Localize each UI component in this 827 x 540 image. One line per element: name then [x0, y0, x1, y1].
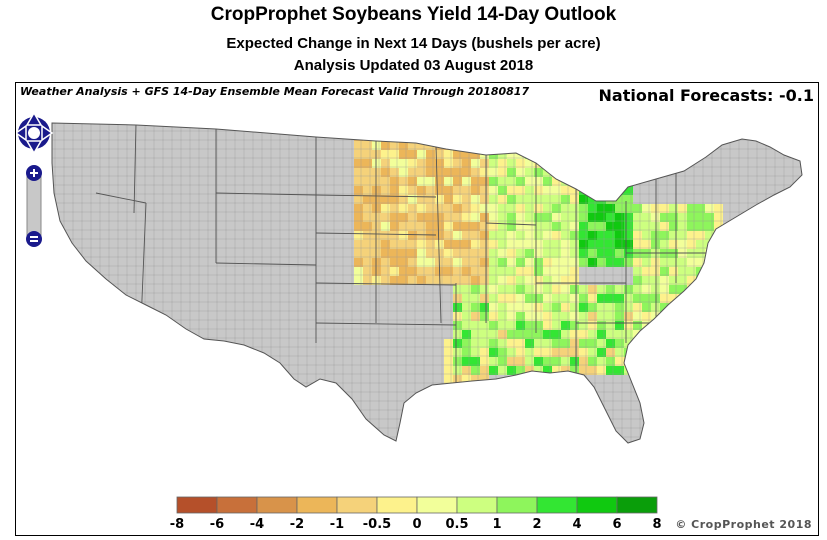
pan-up-icon[interactable] [25, 111, 43, 126]
state-boundaries [95, 123, 716, 383]
analysis-date: Analysis Updated 03 August 2018 [293, 57, 534, 74]
legend-swatch [536, 496, 578, 514]
national-forecast: National Forecasts: -0.1 [598, 86, 815, 105]
legend-swatch [496, 496, 538, 514]
legend-tick-label: -1 [330, 517, 344, 532]
legend-tick-label: 2 [532, 517, 541, 532]
pan-control [16, 111, 54, 155]
legend-tick-label: 0.5 [445, 517, 468, 532]
legend-swatch [296, 496, 338, 514]
legend-swatch [416, 496, 458, 514]
legend-tick-label: -2 [290, 517, 304, 532]
legend-swatch [216, 496, 258, 514]
legend-swatch [376, 496, 418, 514]
forecast-caption: Weather Analysis + GFS 14-Day Ensemble M… [20, 85, 530, 98]
legend-swatch [176, 496, 218, 514]
map-navigation [16, 111, 54, 247]
map-frame: Weather Analysis + GFS 14-Day Ensemble M… [15, 82, 819, 536]
copyright: © CropProphet 2018 [675, 518, 812, 531]
zoom-in-icon[interactable] [26, 165, 42, 181]
legend-tick-label: -8 [170, 517, 184, 532]
legend-swatch [256, 496, 298, 514]
legend-swatch [576, 496, 618, 514]
us-county-map[interactable] [16, 83, 818, 535]
legend-tick-label: -4 [250, 517, 264, 532]
pan-down-icon[interactable] [25, 140, 43, 155]
legend-tick-label: -0.5 [363, 517, 391, 532]
zoom-out-icon[interactable] [26, 231, 42, 247]
legend-swatch [336, 496, 378, 514]
legend-tick-label: 8 [652, 517, 661, 532]
legend-swatch [616, 496, 658, 514]
page-title: CropProphet Soybeans Yield 14-Day Outloo… [210, 4, 617, 25]
legend-tick-label: 0 [412, 517, 421, 532]
legend: -8 -6 -4 -2 -1 -0.5 0 0.5 1 2 4 6 8 [170, 496, 662, 532]
legend-tick-label: 1 [492, 517, 501, 532]
legend-tick-label: 6 [612, 517, 621, 532]
page-subtitle: Expected Change in Next 14 Days (bushels… [226, 35, 601, 52]
legend-tick-label: 4 [572, 517, 581, 532]
pan-left-icon[interactable] [16, 124, 27, 142]
pan-right-icon[interactable] [41, 124, 54, 142]
legend-tick-label: -6 [210, 517, 224, 532]
legend-swatch [456, 496, 498, 514]
